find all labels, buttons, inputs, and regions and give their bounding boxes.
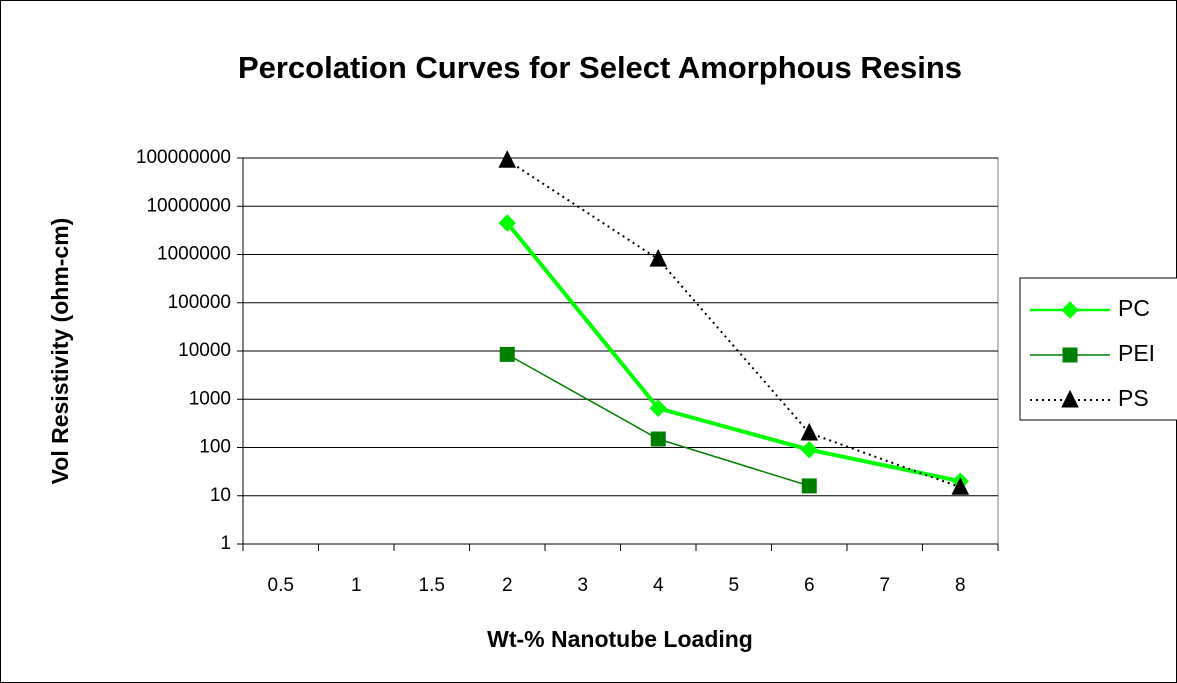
data-point — [951, 477, 970, 495]
y-tick-label: 10 — [210, 485, 231, 506]
chart-title: Percolation Curves for Select Amorphous … — [238, 50, 962, 85]
legend-box — [1019, 277, 1177, 421]
x-tick-label: 8 — [955, 575, 966, 596]
x-tick-label: 1.5 — [419, 575, 445, 596]
y-tick-label: 1000 — [189, 388, 231, 409]
y-tick-label: 1000000 — [157, 244, 231, 265]
y-axis-label: Vol Resistivity (ohm-cm) — [47, 218, 73, 485]
data-point — [650, 431, 666, 447]
data-point — [498, 150, 517, 168]
x-tick-label: 3 — [577, 575, 588, 596]
x-tick-label: 0.5 — [268, 575, 294, 596]
data-point — [800, 441, 818, 459]
y-tick-label: 100000000 — [136, 147, 231, 168]
legend-label: PS — [1118, 385, 1149, 411]
x-tick-label: 4 — [653, 575, 664, 596]
x-tick-label: 2 — [502, 575, 513, 596]
data-point — [649, 249, 668, 267]
legend-marker — [1061, 301, 1079, 319]
x-tick-label: 6 — [804, 575, 815, 596]
y-tick-label: 10000000 — [146, 195, 231, 216]
data-point — [499, 346, 515, 362]
data-point — [649, 399, 667, 417]
x-tick-label: 5 — [728, 575, 739, 596]
y-tick-label: 100 — [199, 437, 231, 458]
y-tick-label: 100000 — [168, 292, 231, 313]
x-axis-label: Wt-% Nanotube Loading — [487, 626, 753, 652]
data-point — [498, 214, 516, 232]
y-tick-label: 1 — [220, 533, 231, 554]
legend-label: PC — [1118, 295, 1150, 321]
data-point — [801, 478, 817, 494]
series-line — [506, 159, 961, 489]
legend-marker — [1062, 347, 1078, 363]
legend-label: PEI — [1118, 340, 1155, 366]
x-tick-label: 1 — [351, 575, 362, 596]
data-point — [800, 422, 819, 441]
x-tick-label: 7 — [879, 575, 890, 596]
y-tick-label: 10000 — [178, 340, 231, 361]
legend-marker — [1061, 389, 1079, 408]
series-line — [505, 221, 961, 484]
